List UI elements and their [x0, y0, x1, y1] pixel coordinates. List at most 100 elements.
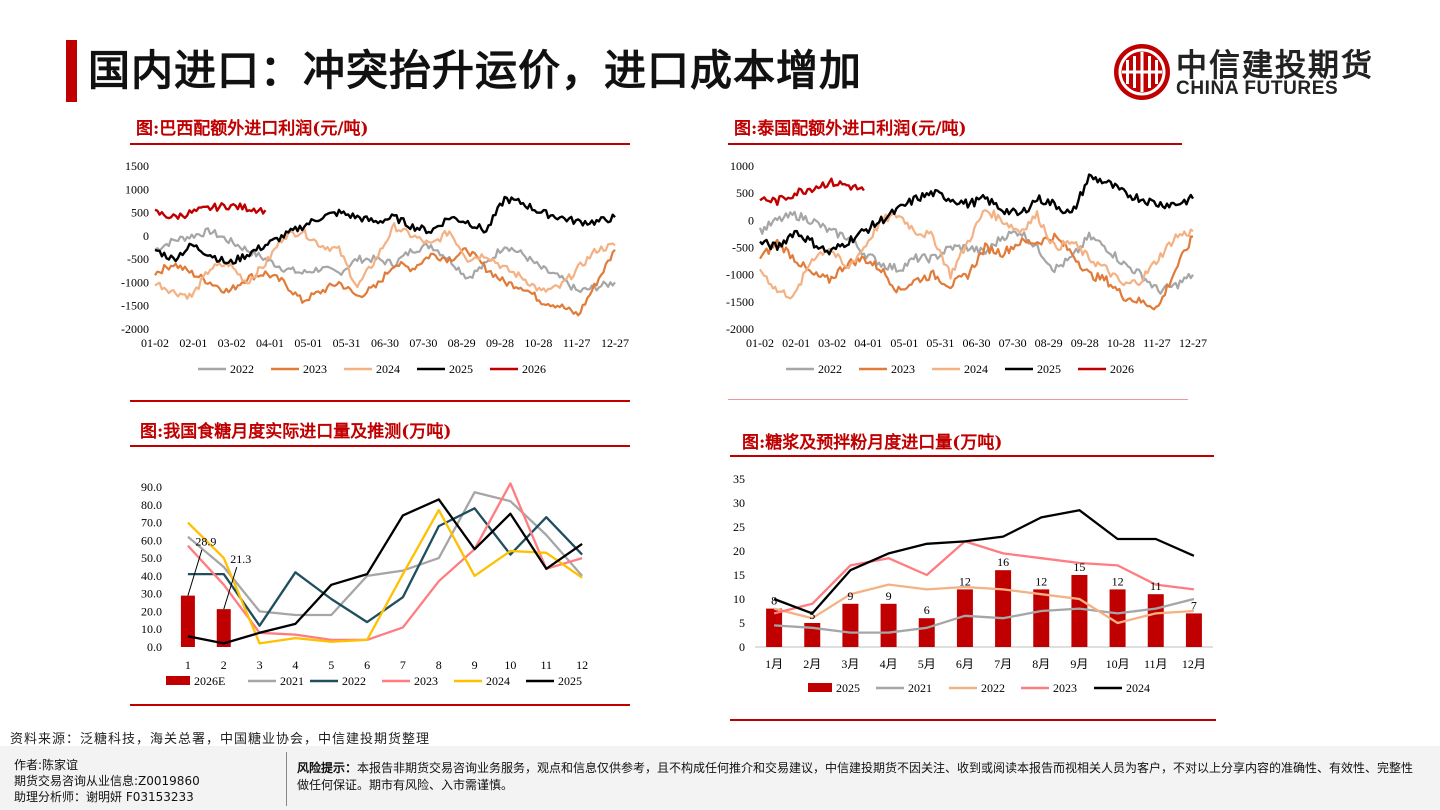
x-tick-label: 7月 — [994, 657, 1012, 671]
x-tick-label: 09-28 — [1071, 336, 1099, 350]
chart-rule — [130, 704, 630, 706]
legend-label-2023: 2023 — [891, 362, 915, 376]
legend-label-2023: 2023 — [1053, 681, 1077, 695]
x-tick-label: 05-01 — [890, 336, 918, 350]
legend-label-2022: 2022 — [230, 362, 254, 376]
y-tick-label: 35 — [733, 472, 745, 486]
bar-data-label: 9 — [847, 589, 853, 603]
y-tick-label: 0 — [739, 640, 745, 654]
bar-label-leader — [187, 549, 203, 596]
bar-data-label: 21.3 — [230, 552, 251, 566]
x-tick-label: 6 — [364, 658, 370, 672]
series-line-2024 — [773, 509, 1195, 615]
legend-label-2025: 2025 — [449, 362, 473, 376]
series-line-2022 — [773, 583, 1194, 625]
bar-2026E — [180, 595, 195, 647]
x-tick-label: 05-31 — [333, 336, 361, 350]
x-tick-label: 02-01 — [179, 336, 207, 350]
y-tick-label: 30 — [733, 496, 745, 510]
bar-2025 — [842, 603, 859, 647]
y-tick-label: 15 — [733, 568, 745, 582]
x-tick-label: 05-31 — [926, 336, 954, 350]
y-tick-label: -1000 — [726, 268, 754, 282]
y-tick-label: 20 — [733, 544, 745, 558]
x-tick-label: 01-02 — [746, 336, 774, 350]
series-line-2023 — [773, 540, 1195, 615]
page-title: 国内进口：冲突抬升运价，进口成本增加 — [88, 46, 863, 95]
chart-monthly-imports: 90.0 80.0 70.0 60.0 50.0 40.0 30.0 20.0 10.0 0.0 1… — [141, 480, 588, 688]
series-line-2021 — [774, 597, 1195, 634]
chart-title-brazil: 图:巴西配额外进口利润(元/吨) — [136, 119, 369, 139]
legend-swatch-2025 — [808, 683, 832, 692]
footer-divider — [286, 752, 287, 806]
x-tick-label: 2月 — [803, 657, 821, 671]
series-line-2023 — [154, 247, 616, 317]
x-tick-label: 4月 — [880, 657, 898, 671]
legend-label-2025: 2025 — [558, 674, 582, 688]
y-tick-label: -2000 — [121, 322, 149, 336]
legend-label-2022: 2022 — [981, 681, 1005, 695]
x-tick-label: 01-02 — [141, 336, 169, 350]
x-tick-label: 07-30 — [999, 336, 1027, 350]
bar-data-label: 12 — [1035, 574, 1047, 588]
y-tick-label: -500 — [732, 241, 754, 255]
legend-label-2024: 2024 — [1126, 681, 1150, 695]
chart-rule — [728, 143, 1182, 145]
bar-2025 — [918, 618, 935, 647]
x-tick-label: 9月 — [1070, 657, 1088, 671]
series-line-2024 — [187, 508, 583, 645]
bar-data-label: 12 — [1112, 574, 1124, 588]
legend-label-2025: 2025 — [836, 681, 860, 695]
x-tick-label: 2 — [221, 658, 227, 672]
y-tick-label: 500 — [736, 186, 754, 200]
y-tick-label: 1500 — [125, 159, 149, 173]
bar-2025 — [766, 608, 783, 647]
y-tick-label: 50.0 — [141, 551, 162, 565]
footer-assistant: 助理分析师：谢明妍 F03153233 — [14, 790, 194, 804]
chart-title-thailand: 图:泰国配额外进口利润(元/吨) — [734, 119, 967, 139]
legend-label-2026: 2026 — [522, 362, 546, 376]
legend-label-2023: 2023 — [414, 674, 438, 688]
series-line-2024 — [759, 209, 1194, 300]
bar-2025 — [956, 589, 973, 647]
series-line-2024 — [154, 222, 616, 300]
x-tick-label: 10 — [504, 658, 516, 672]
x-tick-label: 1 — [185, 658, 191, 672]
bar-2025 — [880, 603, 897, 647]
legend-label-2026E: 2026E — [194, 674, 225, 688]
x-tick-label: 07-30 — [409, 336, 437, 350]
y-tick-label: -1500 — [121, 299, 149, 313]
chart-syrup: 35 30 25 20 15 10 5 0 1月 2月 3月 4月 5月 6月 7月 8月 9月 10月 11月 12… — [733, 472, 1213, 695]
bar-2025 — [1147, 594, 1164, 647]
legend-label-2024: 2024 — [964, 362, 988, 376]
series-line-2023 — [187, 482, 583, 642]
series-line-2022 — [154, 227, 616, 294]
series-line-2025 — [154, 195, 616, 265]
footer-author: 作者:陈家谊 — [14, 758, 79, 772]
x-tick-label: 6月 — [956, 657, 974, 671]
logo-text-cn: 中信建投期货 — [1176, 48, 1374, 84]
y-tick-label: 5 — [739, 616, 745, 630]
x-tick-label: 08-29 — [1035, 336, 1063, 350]
chart-title-monthly-imports: 图:我国食糖月度实际进口量及推测(万吨) — [140, 422, 452, 442]
bar-data-label: 5 — [809, 608, 815, 622]
series-line-2021 — [187, 491, 583, 617]
x-tick-label: 04-01 — [256, 336, 284, 350]
y-tick-label: 30.0 — [141, 587, 162, 601]
x-tick-label: 3 — [257, 658, 263, 672]
x-tick-label: 9 — [472, 658, 478, 672]
y-tick-label: 10.0 — [141, 622, 162, 636]
x-tick-label: 1月 — [765, 657, 783, 671]
chart-rule — [130, 400, 630, 402]
footer — [0, 746, 1440, 810]
legend-label-2026: 2026 — [1110, 362, 1134, 376]
bar-data-label: 7 — [1191, 598, 1197, 612]
bar-data-label: 12 — [959, 574, 971, 588]
logo-text-en: CHINA FUTURES — [1176, 78, 1339, 99]
y-tick-label: 0.0 — [147, 640, 162, 654]
x-tick-label: 10-28 — [1107, 336, 1135, 350]
legend-label-2022: 2022 — [342, 674, 366, 688]
y-tick-label: -500 — [127, 252, 149, 266]
footer-risk: 风险提示：本报告非期货交易咨询业务服务，观点和信息仅供参考，且不构成任何推介和交… — [297, 760, 1417, 794]
